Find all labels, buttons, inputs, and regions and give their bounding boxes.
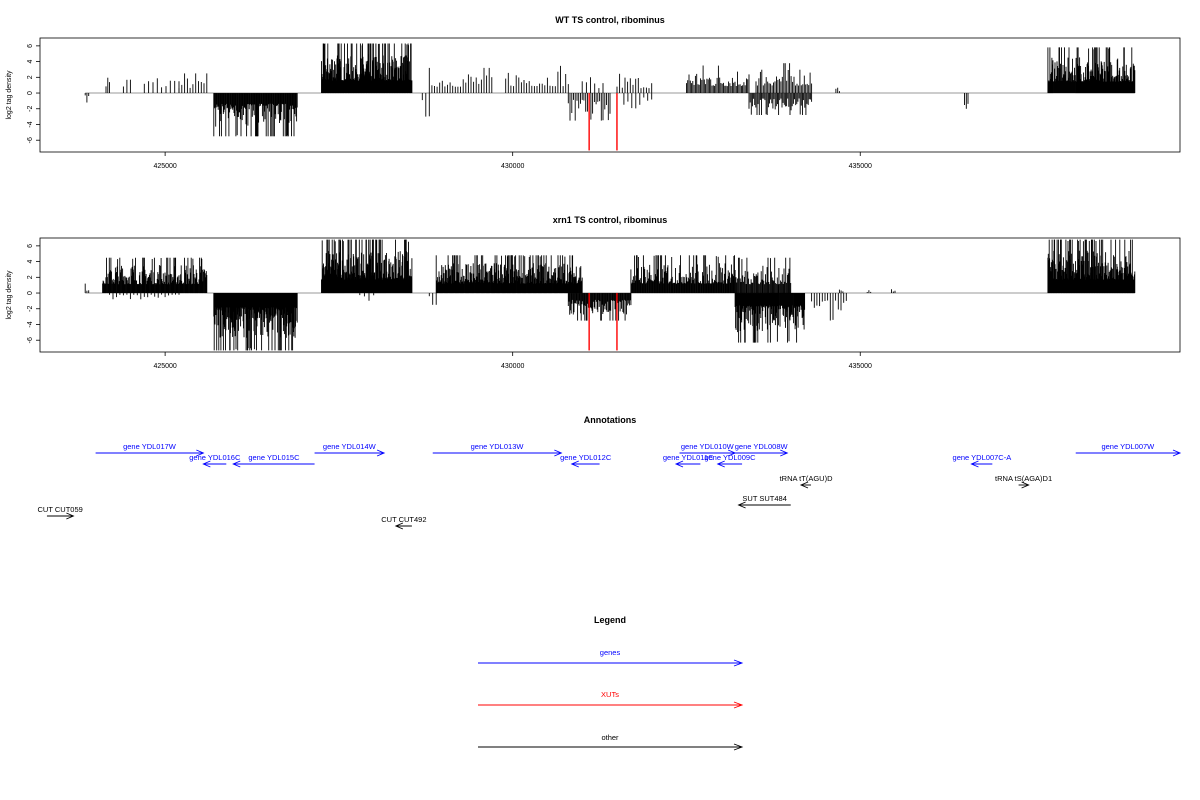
annotation-label: gene YDL011C (663, 453, 714, 462)
annotation-feature: gene YDL011C (663, 453, 714, 468)
wt-y-tick-label: 4 (27, 60, 34, 64)
annotation-feature: tRNA tS(AGA)D1 (995, 474, 1052, 489)
xrn1-y-tick-label: 2 (27, 275, 34, 279)
wt-y-tick-label: -2 (27, 106, 34, 112)
annotation-arrowhead (66, 512, 75, 520)
annotation-feature: tRNA tT(AGU)D (780, 474, 834, 489)
xrn1-panel: xrn1 TS control, ribominus log2 tag dens… (6, 215, 1181, 370)
annotation-label: gene YDL014W (323, 442, 377, 451)
annotation-feature: gene YDL008W (735, 442, 789, 457)
annotation-label: tRNA tT(AGU)D (780, 474, 834, 483)
annotation-arrowhead (376, 449, 386, 457)
annotation-arrowhead (674, 460, 684, 468)
xrn1-plot-frame (39, 237, 1181, 353)
xrn1-y-tick-label: 0 (27, 291, 34, 295)
annotation-label: gene YDL007W (1101, 442, 1155, 451)
annotation-label: gene YDL017W (123, 442, 177, 451)
annotation-label: tRNA tS(AGA)D1 (995, 474, 1052, 483)
annotation-label: gene YDL013W (471, 442, 525, 451)
annotation-arrowhead (780, 449, 789, 457)
xrn1-y-tick-label: -6 (27, 337, 34, 343)
annotation-arrowhead (1172, 449, 1182, 457)
annotation-arrowhead (570, 460, 579, 468)
annotation-feature: CUT CUT492 (381, 515, 427, 530)
wt-bars (84, 43, 1136, 151)
xrn1-y-tick-label: -4 (27, 321, 34, 327)
wt-plot-frame (39, 37, 1181, 153)
annotation-arrowhead (737, 501, 746, 509)
annotation-label: gene YDL009C (704, 453, 756, 462)
annotation-arrowhead (1021, 481, 1030, 489)
wt-y-tick-label: 0 (27, 91, 34, 95)
wt-axes: 6 4 2 0 -2 -4 -6 425000 430000 435000 (27, 44, 1135, 170)
xrn1-y-axis-label: log2 tag density (6, 270, 13, 320)
xrn1-y-tick-label: 6 (27, 244, 34, 248)
annotation-feature: gene YDL014W (314, 442, 386, 457)
legend: Legend genes XUTs other (478, 615, 744, 751)
legend-label-genes: genes (600, 648, 621, 657)
xrn1-y-tick-label: -2 (27, 306, 34, 312)
annotation-arrowhead (196, 449, 205, 457)
annotation-feature: SUT SUT484 (737, 494, 791, 509)
xrn1-panel-title: xrn1 TS control, ribominus (553, 215, 668, 225)
annotation-label: SUT SUT484 (742, 494, 786, 503)
annotation-label: gene YDL015C (248, 453, 300, 462)
annotation-label: CUT CUT059 (38, 505, 83, 514)
annotation-feature: gene YDL013W (432, 442, 563, 457)
legend-label-other: other (601, 733, 619, 742)
annotation-arrowhead (394, 522, 404, 530)
annotation-label: gene YDL016C (189, 453, 241, 462)
wt-y-tick-label: 2 (27, 75, 34, 79)
wt-y-tick-label: -4 (27, 121, 34, 127)
annotation-feature: CUT CUT059 (38, 505, 83, 520)
legend-item-other: other (478, 733, 744, 751)
legend-title: Legend (594, 615, 626, 625)
annotation-arrowhead (232, 460, 241, 468)
annotation-feature: gene YDL007W (1075, 442, 1182, 457)
legend-arrowhead-other (733, 743, 744, 751)
annotation-feature: gene YDL015C (232, 453, 315, 468)
xrn1-x-tick-label: 425000 (153, 363, 176, 370)
wt-panel-title: WT TS control, ribominus (555, 15, 665, 25)
wt-x-tick-label: 425000 (153, 163, 176, 170)
annotation-label: gene YDL007C-A (953, 453, 1012, 462)
annotation-label: gene YDL010W (681, 442, 735, 451)
legend-item-genes: genes (478, 648, 744, 667)
legend-arrowhead-genes (733, 659, 744, 667)
xrn1-y-tick-label: 4 (27, 260, 34, 264)
wt-x-tick-label: 435000 (849, 163, 872, 170)
wt-y-tick-label: -6 (27, 137, 34, 143)
annotation-feature: gene YDL009C (704, 453, 756, 468)
annotation-feature: gene YDL017W (95, 442, 205, 457)
annotation-label: gene YDL012C (560, 453, 612, 462)
annotations-title: Annotations (584, 415, 637, 425)
annotation-arrowhead (202, 460, 211, 468)
wt-y-axis-label: log2 tag density (6, 70, 13, 120)
annotation-arrowhead (716, 460, 725, 468)
wt-y-tick-label: 6 (27, 44, 34, 48)
annotation-arrowhead (554, 449, 563, 457)
xrn1-x-tick-label: 430000 (501, 363, 524, 370)
annotation-feature: gene YDL012C (560, 453, 612, 468)
annotation-label: CUT CUT492 (381, 515, 426, 524)
annotation-arrowhead (799, 481, 809, 489)
legend-label-xuts: XUTs (601, 690, 619, 699)
legend-item-xuts: XUTs (478, 690, 744, 709)
xrn1-bars (84, 239, 1136, 351)
annotation-feature: gene YDL016C (189, 453, 241, 468)
annotation-arrowhead (970, 460, 979, 468)
annotation-feature: gene YDL007C-A (953, 453, 1012, 468)
wt-panel: WT TS control, ribominus log2 tag densit… (6, 15, 1181, 170)
xrn1-x-tick-label: 435000 (849, 363, 872, 370)
annotation-features: gene YDL017W gene YDL016C gene YDL015C gene… (38, 442, 1182, 530)
annotation-label: gene YDL008W (735, 442, 789, 451)
legend-arrowhead-xuts (733, 701, 744, 709)
wt-x-tick-label: 430000 (501, 163, 524, 170)
